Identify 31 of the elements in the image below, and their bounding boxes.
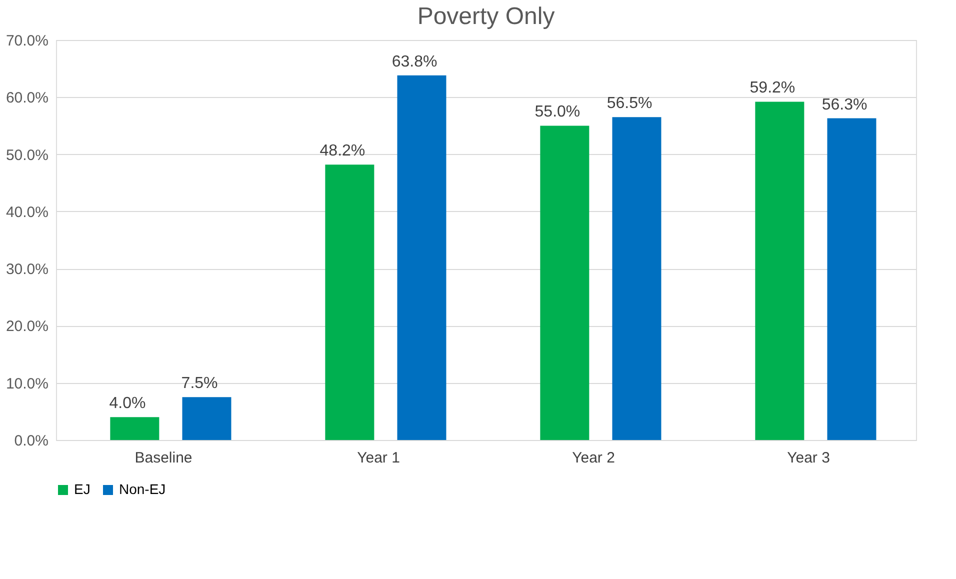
y-tick-label: 20.0% [6, 318, 48, 336]
data-label: 63.8% [392, 53, 438, 70]
bar [397, 75, 446, 440]
data-label: 48.2% [320, 142, 366, 160]
bar [612, 117, 662, 440]
y-tick-label: 60.0% [6, 90, 48, 107]
bar [110, 417, 160, 440]
data-label: 55.0% [534, 104, 580, 121]
data-label: 56.3% [822, 96, 868, 114]
chart-title: Poverty Only [417, 3, 555, 30]
x-tick-label: Year 1 [357, 450, 400, 466]
bar [325, 164, 374, 440]
legend-label: EJ [74, 481, 90, 497]
y-tick-label: 30.0% [6, 261, 48, 278]
y-tick-label: 10.0% [6, 375, 48, 392]
data-label: 4.0% [109, 395, 146, 412]
x-tick-label: Baseline [134, 450, 192, 466]
data-label: 56.5% [606, 95, 652, 112]
data-label: 7.5% [181, 375, 218, 392]
x-tick-label: Year 3 [787, 450, 830, 466]
bar [827, 118, 876, 440]
bar [540, 126, 590, 440]
y-tick-label: 70.0% [6, 32, 48, 50]
y-tick-label: 50.0% [6, 146, 48, 164]
y-tick-label: 0.0% [14, 432, 48, 450]
x-tick-label: Year 2 [572, 450, 615, 466]
data-label: 59.2% [750, 80, 796, 97]
legend-label: Non-EJ [119, 481, 166, 497]
bar [755, 102, 804, 440]
y-tick-label: 40.0% [6, 204, 48, 221]
bar [182, 397, 232, 440]
